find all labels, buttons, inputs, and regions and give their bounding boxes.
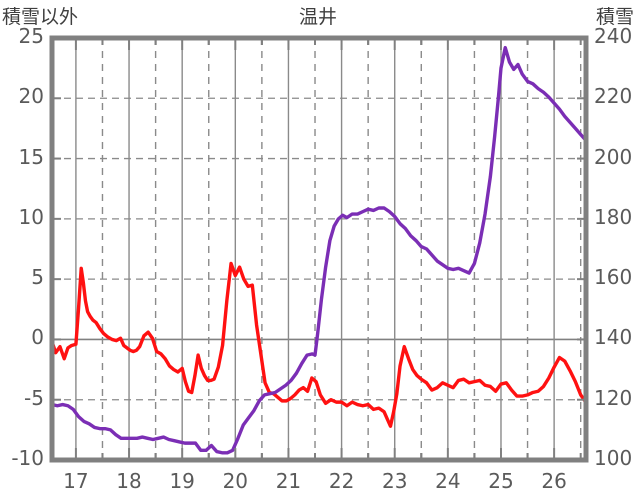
x-axis-label: 26 [541, 469, 567, 493]
x-axis-label: 23 [381, 469, 408, 493]
x-axis-label: 25 [488, 469, 514, 493]
y-axis-left-label: -10 [11, 446, 44, 470]
y-axis-left-label: 25 [18, 24, 44, 48]
y-axis-right-label: 160 [594, 265, 633, 290]
y-axis-left-label: 0 [31, 325, 44, 350]
x-axis-label: 22 [328, 469, 355, 493]
y-axis-right-label: 120 [594, 385, 633, 410]
y-axis-right-label: 240 [594, 24, 633, 48]
y-axis-left-label: 15 [18, 144, 44, 169]
series-line-purple [50, 45, 587, 455]
y-axis-left-label: 10 [18, 204, 44, 229]
y-axis-left-label: 20 [18, 84, 44, 109]
y-axis-right-label: 180 [594, 204, 633, 229]
chart-title: 温井 [298, 6, 337, 28]
y-axis-right-label: 140 [594, 325, 633, 350]
x-axis-label: 18 [116, 469, 142, 493]
y-axis-left-label: 5 [31, 265, 44, 290]
x-axis-label: 20 [222, 469, 249, 493]
left-axis-title: 積雪以外 [2, 6, 79, 28]
x-axis-label: 17 [63, 469, 89, 493]
y-axis-right-label: 200 [594, 144, 633, 169]
y-axis-right-label: 100 [594, 446, 633, 470]
series-line-red [50, 261, 587, 428]
plot-background [52, 38, 586, 460]
right-axis-title: 積雪 [595, 6, 634, 28]
x-axis-label: 21 [275, 469, 302, 493]
x-axis-label: 19 [169, 469, 195, 493]
x-axis-label: 24 [435, 469, 461, 493]
y-axis-right-label: 220 [594, 84, 633, 109]
y-axis-left-label: -5 [24, 385, 44, 410]
plot-frame [49, 35, 589, 463]
